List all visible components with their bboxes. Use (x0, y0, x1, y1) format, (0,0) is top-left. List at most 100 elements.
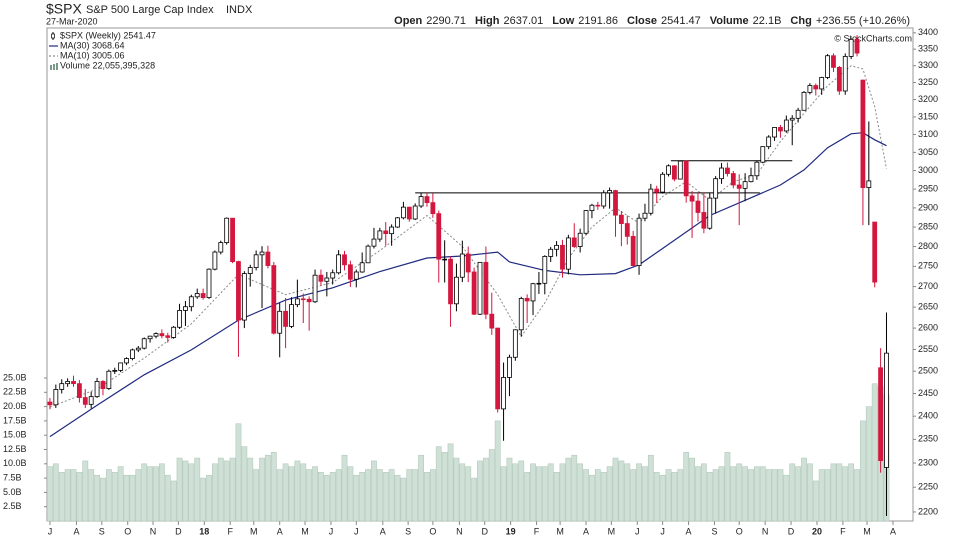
x-tick-label: A (686, 526, 692, 536)
y-tick-label: 2500 (918, 366, 938, 376)
candle-body (230, 217, 235, 262)
candle-body (65, 381, 71, 385)
volume-bar (394, 474, 401, 522)
volume-bar (559, 463, 566, 522)
candle-body (236, 261, 241, 321)
volume-bar (406, 469, 413, 522)
candle-body (677, 160, 683, 180)
candle-body (489, 313, 495, 329)
candle-body (719, 167, 724, 180)
legend-label: $SPX (Weekly) 2541.47 (60, 30, 156, 40)
volume-tick-label: 15.0B (3, 430, 27, 440)
volume-bar (689, 457, 695, 522)
volume-tick-label: 17.5B (3, 415, 27, 425)
volume-bar (371, 460, 377, 522)
volume-bar (577, 463, 584, 522)
volume-bar (659, 474, 666, 522)
volume-bar (553, 472, 560, 522)
volume-bar (465, 466, 472, 522)
candle-body (707, 197, 713, 229)
x-tick-label: S (711, 526, 717, 536)
candle-body (701, 212, 707, 229)
volume-tick-label: 5.0B (3, 487, 22, 497)
candle-body (147, 335, 153, 340)
volume-bar (459, 463, 466, 522)
volume-bar (836, 463, 843, 522)
volume-bar (801, 457, 807, 522)
x-tick-label: O (736, 526, 743, 536)
volume-bar (229, 457, 236, 522)
candle-body (371, 238, 377, 247)
stat-label: High (475, 15, 500, 27)
volume-bar (488, 449, 495, 522)
candle-body (483, 261, 489, 315)
volume-bar (88, 469, 95, 522)
candle-body (100, 381, 106, 389)
volume-bar (247, 457, 254, 522)
volume-bar (854, 469, 860, 522)
x-tick-label: M (250, 526, 258, 536)
y-tick-label: 2200 (918, 506, 938, 516)
x-tick-label: D (481, 526, 488, 536)
candle-body (518, 298, 524, 331)
candle-body (624, 223, 630, 237)
volume-bar (824, 469, 831, 522)
volume-bar (807, 463, 813, 522)
x-tick-label: J (660, 526, 665, 536)
candle-body (218, 242, 224, 253)
candle-body (613, 190, 618, 216)
watermark: © StockCharts.com (834, 33, 912, 43)
candle-body (507, 356, 512, 378)
volume-bar (871, 383, 878, 522)
candle-body (200, 293, 206, 299)
candle-body (772, 127, 777, 138)
candle-body (88, 396, 94, 405)
candle-body (459, 253, 465, 278)
volume-bar (100, 477, 106, 522)
volume-bar (347, 466, 354, 522)
candle-body (389, 226, 395, 235)
candle-body (294, 298, 300, 306)
volume-bar (323, 474, 330, 522)
x-tick-label: J (354, 526, 359, 536)
candle-body (183, 306, 188, 311)
volume-bar (565, 457, 572, 522)
volume-bar (453, 457, 460, 522)
y-tick-label: 3000 (918, 165, 938, 175)
volume-bar (589, 474, 595, 522)
stat-label: Chg (790, 15, 811, 27)
volume-bar (665, 469, 672, 522)
candle-body (713, 178, 719, 199)
y-tick-label: 3100 (918, 129, 938, 139)
volume-bar (123, 474, 130, 522)
y-tick-label: 3250 (918, 77, 938, 87)
volume-bar (47, 466, 53, 522)
volume-bar (730, 466, 737, 522)
candle-body (672, 165, 677, 180)
candle-body (406, 206, 412, 220)
x-tick-label: D (175, 526, 182, 536)
chart-title: $SPX (46, 1, 82, 17)
volume-bar (211, 463, 218, 522)
volume-bar (671, 472, 678, 522)
candle-body (471, 271, 477, 315)
volume-bar (812, 480, 819, 522)
x-tick-label: A (277, 526, 283, 536)
moving-average (49, 65, 887, 408)
y-tick-label: 3300 (918, 60, 938, 70)
candle-body (159, 333, 165, 337)
volume-bar (147, 466, 153, 522)
volume-bar (742, 466, 749, 522)
price-stats: Open 2290.71 High 2637.01 Low 2191.86 Close 254… (394, 15, 910, 27)
y-tick-label: 2800 (918, 241, 938, 251)
candle-body (695, 200, 701, 213)
volume-bar (524, 472, 531, 522)
volume-bar (712, 469, 719, 522)
candle-body (188, 296, 194, 308)
moving-average (49, 132, 887, 438)
exchange: INDX (226, 4, 253, 16)
candle-body (683, 160, 689, 197)
volume-bar (129, 474, 136, 522)
volume-bar (818, 469, 825, 522)
y-tick-label: 3400 (918, 27, 938, 37)
